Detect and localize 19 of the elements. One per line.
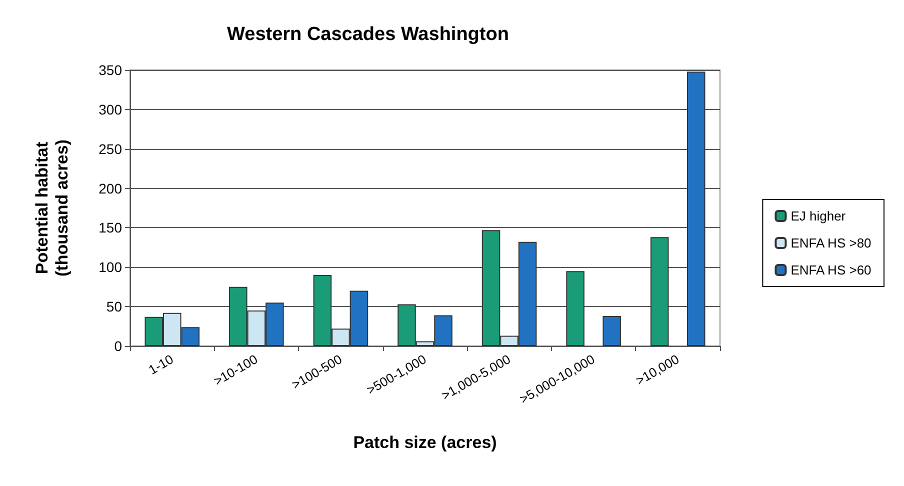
y-tick-label: 0 <box>114 338 122 354</box>
y-tick-label: 50 <box>106 298 122 315</box>
bar <box>602 316 621 346</box>
chart-title: Western Cascades Washington <box>227 24 509 45</box>
y-tick-label: 300 <box>98 101 122 118</box>
y-tick-label: 150 <box>98 220 122 236</box>
y-axis-title: Potential habitat (thousand acres) <box>32 140 72 276</box>
y-tick-label: 200 <box>98 180 122 196</box>
x-axis-title: Patch size (acres) <box>353 433 497 452</box>
legend-label: EJ higher <box>790 208 846 224</box>
bar <box>566 271 584 346</box>
y-tick-label: 250 <box>98 140 122 157</box>
y-tick-label: 350 <box>98 62 122 78</box>
x-tick-label: 1-10 <box>146 352 176 378</box>
legend-label: ENFA HS >80 <box>790 236 872 250</box>
bar <box>686 72 706 346</box>
y-tick-label: 100 <box>98 259 122 276</box>
bar <box>650 237 669 346</box>
legend-label: ENFA HS >60 <box>790 262 872 278</box>
